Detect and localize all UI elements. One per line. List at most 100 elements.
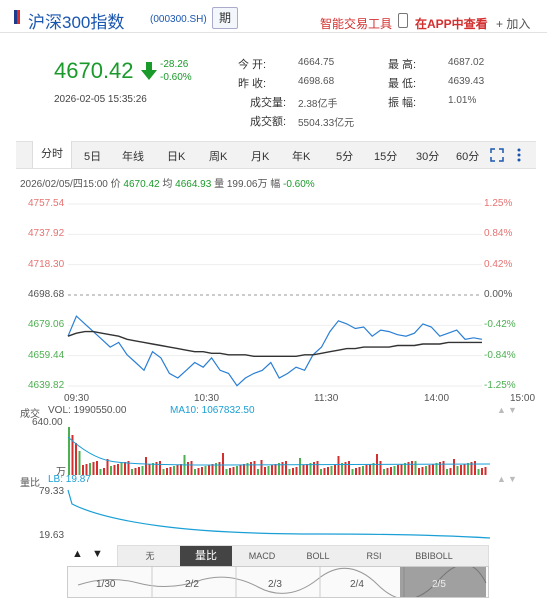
volume-bar	[432, 464, 434, 475]
volume-bar	[449, 468, 452, 475]
volume-down-icon[interactable]: ▼	[508, 405, 517, 415]
more-icon[interactable]	[516, 147, 522, 163]
y-axis-left-label: 4698.68	[28, 289, 65, 300]
volume-bar	[204, 466, 207, 475]
nav-label-0130: 1/30	[96, 579, 116, 590]
tab-15min[interactable]: 15分	[374, 151, 398, 163]
lb-up-icon[interactable]: ▲	[497, 474, 506, 484]
nav-label-0203: 2/3	[268, 579, 282, 590]
volume-bar	[362, 466, 364, 475]
volume-bar	[110, 466, 112, 475]
volume-bar	[351, 469, 354, 475]
volume-value: 2.38亿手	[298, 99, 338, 110]
volume-bar	[162, 469, 165, 475]
open-app-link[interactable]: 在APP中查看	[415, 17, 488, 31]
nav-label-0205: 2/5	[432, 579, 446, 590]
fullscreen-icon[interactable]	[490, 148, 504, 162]
indicator-lb[interactable]: 量比	[180, 546, 232, 566]
volume-bar	[274, 464, 277, 475]
volume-bar	[456, 466, 459, 475]
info-price-label: 价	[110, 179, 121, 190]
volume-bar	[358, 467, 361, 475]
indicator-tabs: 无 量比 MACD BOLL RSI BBIBOLL	[117, 545, 489, 567]
volume-bar	[117, 464, 119, 475]
indicator-next-icon[interactable]: ▼	[92, 548, 103, 560]
volume-bar	[127, 461, 130, 475]
y-axis-left-label: 4757.54	[28, 198, 65, 209]
indicator-prev-icon[interactable]: ▲	[72, 548, 83, 560]
volume-bar	[463, 464, 466, 475]
volume-bar	[159, 461, 161, 475]
tab-5day[interactable]: 5日	[84, 151, 102, 163]
volume-bar	[211, 464, 214, 475]
volume-bar	[190, 461, 193, 475]
volume-bar	[453, 459, 455, 475]
tab-daily-k[interactable]: 日K	[167, 151, 186, 163]
volume-bar	[477, 469, 480, 475]
volume-bar	[428, 465, 431, 475]
volume-bar	[155, 462, 158, 475]
nav-label-0202: 2/2	[185, 579, 199, 590]
low-label: 最 低:	[388, 78, 417, 90]
volume-bar	[330, 466, 333, 475]
volume-bar	[138, 467, 140, 475]
indicator-boll[interactable]: BOLL	[306, 551, 330, 561]
volume-bar	[225, 469, 228, 475]
tab-yearly-k[interactable]: 年K	[292, 151, 311, 163]
volume-bar	[229, 468, 231, 475]
period-button[interactable]: 期	[212, 7, 238, 29]
tab-60min[interactable]: 60分	[456, 151, 480, 163]
x-axis-label: 11:30	[314, 393, 339, 404]
y-axis-right-label: 0.84%	[484, 228, 513, 240]
x-axis-label: 15:00	[510, 393, 536, 404]
volume-bar	[442, 461, 445, 475]
tab-monthly-k[interactable]: 月K	[251, 151, 270, 163]
tab-5min[interactable]: 5分	[336, 151, 354, 163]
tab-yearline[interactable]: 年线	[122, 151, 144, 163]
y-axis-right-label: -1.25%	[484, 380, 516, 391]
volume-bar	[82, 465, 84, 475]
volume-bar	[68, 427, 70, 475]
tab-timeshare[interactable]: 分时	[32, 141, 72, 168]
add-watchlist-button[interactable]: + 加入	[496, 17, 531, 31]
volume-bar	[201, 467, 203, 475]
volume-ma-line	[67, 436, 490, 466]
volume-bar	[295, 467, 298, 475]
indicator-rsi[interactable]: RSI	[366, 551, 382, 561]
volume-bar	[239, 465, 242, 475]
volume-bar	[285, 461, 287, 475]
page-title: 沪深300指数	[28, 13, 125, 32]
volume-bar	[484, 467, 487, 475]
y-axis-left-label: 4639.82	[28, 380, 65, 391]
indicator-macd[interactable]: MACD	[248, 551, 276, 561]
tab-30min[interactable]: 30分	[416, 151, 440, 163]
stock-code: (000300.SH)	[150, 14, 207, 25]
volume-bar	[173, 466, 175, 475]
volume-bar	[176, 465, 179, 475]
info-avg: 4664.93	[175, 179, 212, 190]
volume-up-icon[interactable]: ▲	[497, 405, 506, 415]
tab-weekly-k[interactable]: 周K	[209, 151, 228, 163]
intraday-chart[interactable]	[20, 196, 490, 396]
volume-bar	[187, 462, 189, 475]
indicator-none[interactable]: 无	[145, 551, 155, 561]
indicator-bbiboll[interactable]: BBIBOLL	[415, 551, 453, 561]
volume-bar	[267, 466, 270, 475]
open-label: 今 开:	[238, 59, 267, 71]
volume-label: 成交量:	[250, 97, 287, 109]
info-pct-label: 幅	[270, 179, 281, 190]
volume-bar	[383, 469, 385, 475]
volume-bar	[113, 465, 116, 475]
smart-trade-link[interactable]: 智能交易工具	[320, 17, 393, 31]
lb-down-icon[interactable]: ▼	[508, 474, 517, 484]
range-navigator[interactable]: 1/30 2/2 2/3 2/4 2/5	[67, 566, 489, 598]
y-axis-right-label: 1.25%	[484, 198, 513, 209]
volume-text: VOL: 1990550.00	[48, 405, 127, 416]
volume-ma-text: MA10: 1067832.50	[170, 405, 255, 416]
volume-bar	[344, 462, 347, 475]
volume-bar	[334, 465, 336, 475]
volume-bar	[271, 465, 273, 475]
volume-bar	[78, 451, 81, 475]
volume-bar	[89, 463, 91, 475]
volume-bar	[75, 443, 77, 475]
